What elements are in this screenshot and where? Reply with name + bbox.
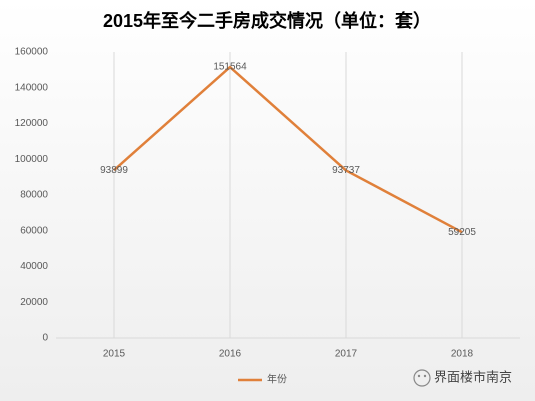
y-tick-label: 160000: [15, 47, 49, 58]
line: [113, 65, 463, 234]
y-tick-label: 100000: [15, 154, 49, 165]
chart-title: 2015年至今二手房成交情况（单位：套）: [103, 10, 431, 31]
y-tick-label: 140000: [15, 82, 49, 93]
y-tick-label: 0: [42, 333, 48, 344]
data-label: 59205: [448, 227, 476, 238]
y-tick-label: 20000: [20, 297, 48, 308]
legend-label: 年份: [267, 373, 287, 386]
y-tick-label: 120000: [15, 118, 49, 129]
x-tick-label: 2018: [451, 349, 474, 360]
y-tick-label: 60000: [20, 225, 48, 236]
x-tick-label: 2016: [219, 349, 242, 360]
data-label: 151564: [213, 62, 247, 73]
watermark: 界面楼市南京: [434, 369, 512, 384]
data-label: 93737: [332, 165, 360, 176]
watermark-icon: [413, 369, 431, 387]
y-tick-label: 40000: [20, 261, 48, 272]
y-tick-label: 80000: [20, 190, 48, 201]
x-tick-label: 2017: [335, 349, 358, 360]
data-label: 93899: [100, 165, 128, 176]
x-tick-label: 2015: [103, 349, 126, 360]
